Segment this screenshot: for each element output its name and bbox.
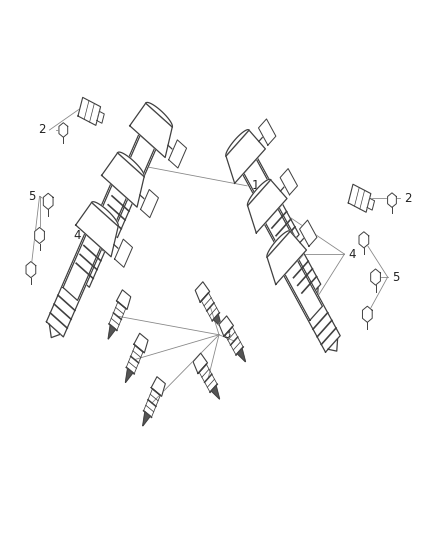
Polygon shape [300, 220, 317, 246]
Polygon shape [287, 237, 297, 250]
Polygon shape [108, 325, 116, 339]
Polygon shape [100, 134, 156, 238]
Polygon shape [89, 185, 127, 251]
Polygon shape [371, 269, 381, 285]
Polygon shape [146, 102, 173, 127]
Polygon shape [285, 260, 322, 320]
Polygon shape [267, 231, 307, 285]
Text: 4: 4 [73, 229, 81, 242]
Polygon shape [244, 159, 281, 219]
Polygon shape [26, 262, 36, 278]
Polygon shape [195, 282, 210, 302]
Polygon shape [143, 412, 150, 426]
Text: 1: 1 [251, 179, 259, 192]
Polygon shape [213, 314, 222, 328]
Polygon shape [264, 207, 321, 301]
Polygon shape [348, 184, 371, 212]
Polygon shape [309, 287, 318, 300]
Polygon shape [117, 135, 155, 201]
Polygon shape [130, 103, 172, 158]
Polygon shape [243, 158, 299, 251]
Polygon shape [117, 152, 144, 176]
Text: 5: 5 [28, 190, 35, 203]
Text: 5: 5 [392, 271, 399, 284]
Polygon shape [76, 203, 118, 257]
Polygon shape [258, 119, 276, 145]
Polygon shape [102, 153, 144, 207]
Polygon shape [141, 190, 159, 217]
Polygon shape [280, 168, 297, 195]
Polygon shape [388, 193, 396, 207]
Polygon shape [43, 193, 53, 209]
Polygon shape [97, 111, 104, 123]
Text: 4: 4 [349, 248, 356, 261]
Polygon shape [35, 228, 44, 244]
Polygon shape [367, 198, 374, 210]
Polygon shape [134, 333, 148, 353]
Polygon shape [72, 184, 128, 287]
Polygon shape [247, 179, 271, 206]
Polygon shape [247, 180, 287, 233]
Polygon shape [359, 232, 369, 248]
Polygon shape [78, 98, 101, 125]
Text: 2: 2 [38, 124, 45, 136]
Polygon shape [193, 353, 208, 374]
Polygon shape [169, 140, 187, 168]
Polygon shape [151, 377, 166, 397]
Text: 3: 3 [223, 328, 231, 341]
Polygon shape [226, 130, 249, 156]
Polygon shape [115, 239, 133, 268]
Polygon shape [46, 233, 102, 337]
Polygon shape [226, 130, 265, 183]
Polygon shape [92, 201, 118, 227]
Polygon shape [284, 259, 340, 352]
Polygon shape [211, 385, 219, 399]
Polygon shape [125, 368, 133, 382]
Polygon shape [267, 231, 290, 257]
Polygon shape [49, 325, 60, 337]
Polygon shape [75, 274, 86, 288]
Polygon shape [63, 235, 101, 301]
Polygon shape [328, 338, 338, 351]
Polygon shape [117, 290, 131, 310]
Polygon shape [265, 209, 303, 269]
Polygon shape [363, 306, 372, 322]
Polygon shape [237, 348, 245, 362]
Polygon shape [103, 225, 114, 238]
Polygon shape [219, 316, 233, 336]
Text: 2: 2 [404, 192, 412, 205]
Polygon shape [59, 123, 68, 137]
